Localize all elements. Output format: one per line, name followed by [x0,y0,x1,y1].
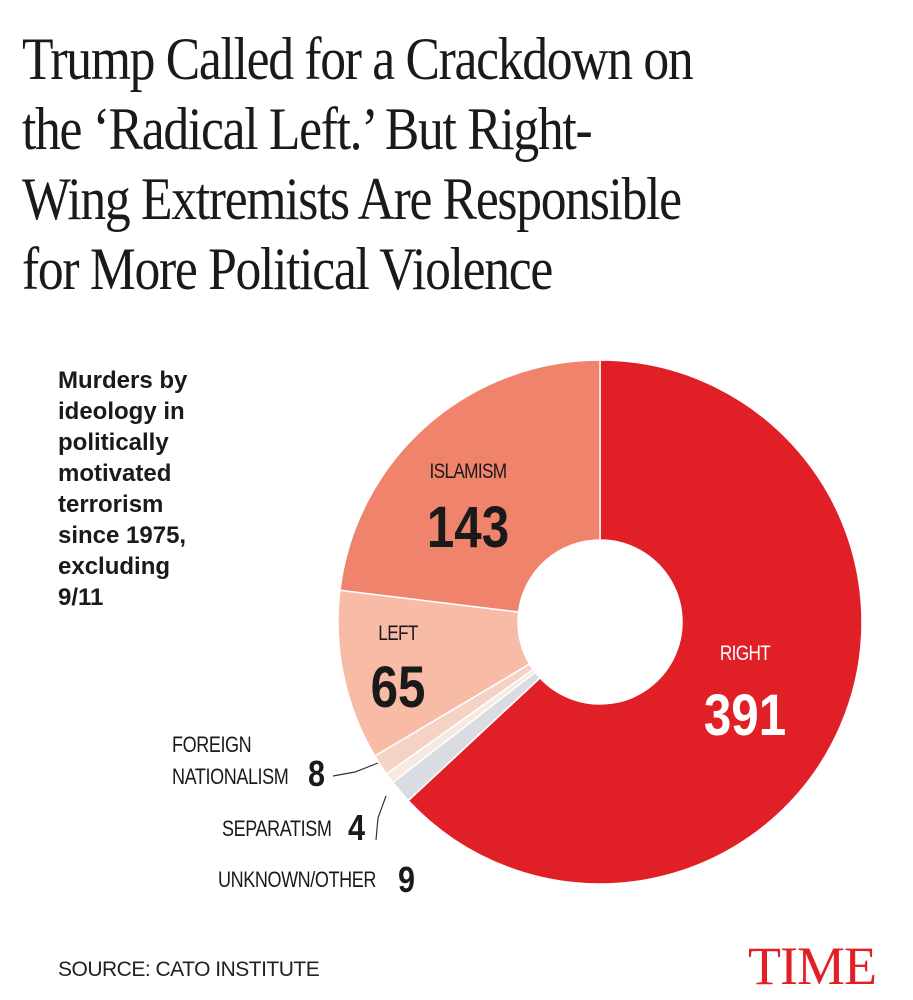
slice-right [407,359,863,885]
leader-line-foreign-nationalism [332,762,379,777]
chart-subtitle: Murders by ideology in politically motiv… [58,365,258,613]
slice-value-right: 391 [704,683,786,748]
slice-value-islamism: 143 [427,495,509,560]
headline: Trump Called for a Crackdown on the ‘Rad… [22,24,779,304]
slice-left [337,589,531,758]
slice-value-left: 65 [371,655,426,720]
slice-islamism [339,359,601,613]
slice-label-foreign-nationalism-1: FOREIGN [172,733,251,757]
leader-lines [332,762,387,841]
subtitle-line-8: 9/11 [58,584,104,611]
slice-label-right: RIGHT [720,643,771,666]
subtitle-line-5: terrorism [58,491,164,518]
subtitle-line-3: politically [58,429,169,456]
slice-label-islamism: ISLAMISM [430,461,507,484]
donut-slices [337,359,863,885]
leader-line-separatism [375,795,387,841]
slice-label-foreign-nationalism-2: NATIONALISM [172,765,288,789]
slice-label-separatism: SEPARATISM [222,817,331,841]
subtitle-line-4: motivated [58,460,172,487]
subtitle-line-7: excluding [58,553,171,580]
slice-value-unknown-other: 9 [398,861,415,901]
slice-labels: RIGHT 391 LEFT 65 ISLAMISM 143 UNKNOWN/OTHER 9 S… [172,461,786,901]
slice-label-unknown-other: UNKNOWN/OTHER [218,868,376,892]
source-note: SOURCE: CATO INSTITUTE [58,958,320,981]
subtitle-line-1: Murders by [58,367,188,394]
headline-line-3: Wing Extremists Are Responsible [22,166,682,232]
slice-value-separatism: 4 [348,809,365,849]
subtitle-line-2: ideology in [58,398,185,425]
headline-line-2: the ‘Radical Left.’ But Right- [22,96,593,162]
slice-label-left: LEFT [378,623,418,646]
headline-line-4: for More Political Violence [22,236,553,302]
slice-value-foreign-nationalism: 8 [308,755,325,795]
time-logo: TIME [748,936,877,996]
subtitle-line-6: since 1975, [58,522,187,549]
headline-line-1: Trump Called for a Crackdown on [22,26,694,92]
